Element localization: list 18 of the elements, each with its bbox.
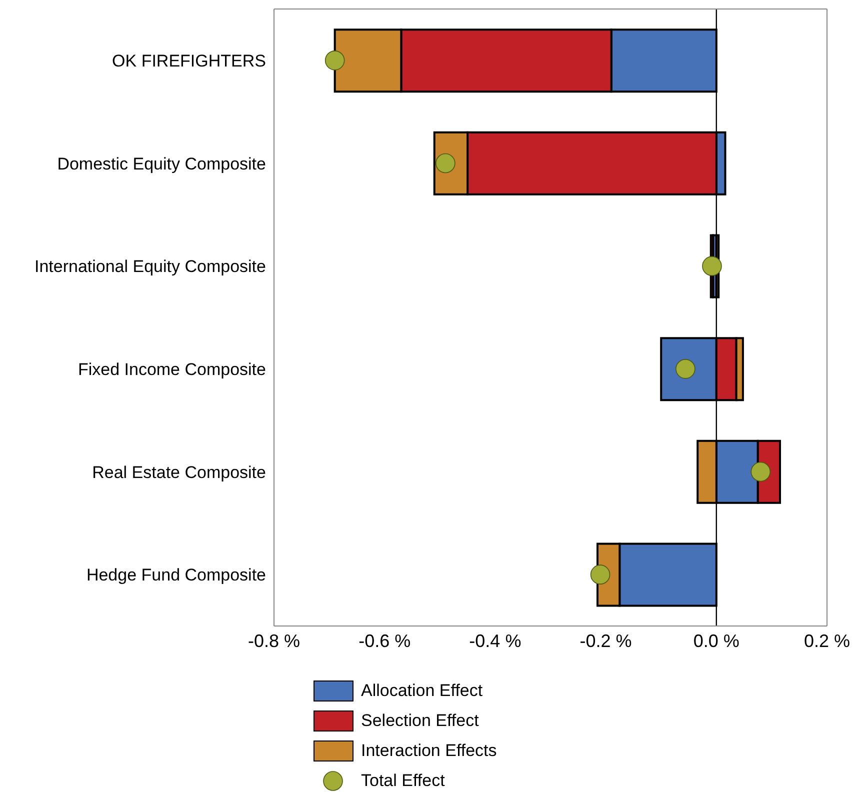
legend-label: Allocation Effect xyxy=(361,681,483,701)
legend-label: Total Effect xyxy=(361,771,445,791)
x-tick-label: -0.4 % xyxy=(469,630,522,651)
x-tick-label: -0.6 % xyxy=(358,630,411,651)
legend-label: Interaction Effects xyxy=(361,741,497,761)
y-tick-label: Domestic Equity Composite xyxy=(57,154,266,174)
x-tick-label: -0.8 % xyxy=(248,630,300,651)
x-tick-label: 0.0 % xyxy=(693,630,740,651)
point xyxy=(702,256,722,276)
y-tick-label: Hedge Fund Composite xyxy=(86,566,266,585)
point xyxy=(324,50,345,70)
y-tick-label: Fixed Income Composite xyxy=(78,360,266,379)
x-tick-label: -0.2 % xyxy=(580,630,632,651)
y-tick-label: OK FIREFIGHTERS xyxy=(112,51,266,70)
x-tick-label: 0.2 % xyxy=(804,630,850,651)
legend-label: Selection Effect xyxy=(361,711,479,731)
y-tick-label: International Equity Composite xyxy=(34,257,266,276)
y-tick-label: Real Estate Composite xyxy=(92,462,266,482)
